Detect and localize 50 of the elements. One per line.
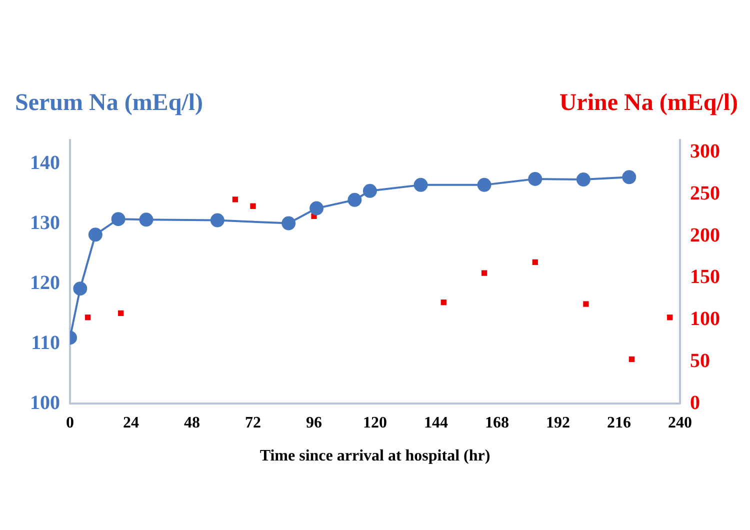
y2-axis-title: Urine Na (mEq/l) — [559, 90, 738, 116]
x-axis-title: Time since arrival at hospital (hr) — [260, 448, 490, 465]
y2-tick-label: 50 — [690, 350, 710, 372]
point — [528, 172, 542, 186]
y2-tick-label: 200 — [690, 224, 720, 246]
x-tick-label: 72 — [245, 414, 261, 432]
x-tick-label: 0 — [66, 414, 74, 432]
point — [440, 300, 446, 306]
y-tick-label: 120 — [30, 272, 60, 294]
point — [118, 310, 124, 316]
y2-tick-label: 100 — [690, 308, 720, 330]
x-tick-label: 240 — [668, 414, 692, 432]
x-tick-label: 48 — [184, 414, 200, 432]
point — [628, 356, 635, 362]
x-tick-label: 96 — [306, 414, 322, 432]
point — [73, 282, 88, 296]
point — [362, 184, 377, 198]
x-tick-label: 144 — [424, 414, 448, 432]
point — [310, 201, 324, 216]
y2-tick-label: 0 — [690, 392, 700, 414]
point — [667, 314, 673, 320]
point — [84, 314, 91, 320]
y2-tick-label: 300 — [690, 140, 720, 163]
x-tick-label: 24 — [123, 414, 139, 432]
x-tick-label: 168 — [485, 414, 509, 432]
x-tick-label: 216 — [607, 414, 631, 432]
point — [88, 228, 102, 242]
point — [210, 213, 224, 228]
x-tick-label: 120 — [363, 414, 387, 432]
point — [532, 259, 538, 266]
point — [477, 178, 492, 192]
point — [111, 212, 126, 226]
y2-tick-label: 250 — [690, 182, 720, 205]
y2-tick-label: 150 — [690, 266, 720, 288]
point — [576, 172, 590, 187]
y-tick-label: 100 — [30, 392, 60, 414]
point — [481, 270, 488, 276]
y-tick-label: 130 — [30, 212, 60, 234]
point — [250, 203, 256, 209]
y-axis-title: Serum Na (mEq/l) — [15, 90, 203, 116]
point — [622, 170, 636, 184]
y-tick-label: 140 — [30, 152, 60, 174]
x-tick-label: 192 — [546, 414, 570, 432]
y-tick-label: 110 — [31, 332, 60, 354]
point — [348, 192, 362, 207]
point — [414, 178, 428, 192]
point — [139, 212, 154, 227]
point — [282, 216, 296, 230]
point — [583, 301, 589, 307]
point — [232, 196, 238, 202]
